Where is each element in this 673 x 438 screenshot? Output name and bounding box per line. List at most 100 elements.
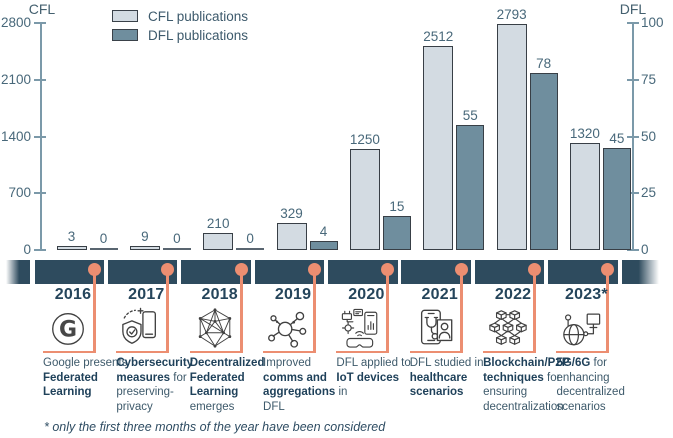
- bar-value-label: 210: [206, 216, 230, 231]
- left-axis-tick: [34, 192, 46, 195]
- bar-dfl-2023*: [602, 148, 631, 250]
- milestone-rule: [336, 351, 390, 353]
- bar-value-label: 1320: [569, 126, 600, 141]
- blockchain-p2p-icon: [477, 305, 539, 350]
- left-axis-tick-label: 2100: [0, 71, 31, 87]
- right-axis-tick: [627, 192, 639, 195]
- left-axis-tick-label: 2800: [0, 15, 31, 30]
- timeline-stem: [239, 270, 243, 353]
- iot-devices-icon: [330, 305, 392, 350]
- bar-dfl-2022: [529, 73, 558, 250]
- milestone-year: 2018: [201, 286, 238, 303]
- bar-value-label: 0: [173, 231, 181, 246]
- svg-text:G: G: [59, 317, 77, 342]
- milestone-column-2023: 2023* 5G/6G for enhancing decentralized s…: [549, 260, 625, 430]
- right-axis-tick-label: 75: [641, 71, 657, 87]
- bar-value-label: 0: [99, 231, 108, 246]
- google-logo-icon: G: [37, 305, 99, 350]
- left-axis-tick: [34, 249, 46, 251]
- bar-cfl-2018: [203, 233, 234, 250]
- milestone-rule: [483, 351, 537, 353]
- timeline-dot: [454, 263, 468, 276]
- timeline-stem: [533, 270, 537, 353]
- bar-value-label: 78: [536, 56, 552, 71]
- bar-value-label: 0: [246, 231, 254, 246]
- right-axis-title: DFL: [619, 1, 647, 17]
- globe-5g-icon: [550, 305, 612, 350]
- milestone-rule: [263, 351, 317, 353]
- bar-value-label: 2793: [496, 7, 527, 22]
- timeline-stem: [459, 270, 463, 353]
- bar-cfl-2023*: [569, 143, 600, 250]
- milestone-year: 2016: [54, 286, 92, 303]
- timeline-dot: [601, 263, 615, 276]
- bar-dfl-2018: [236, 248, 265, 250]
- legend-swatch: [112, 10, 138, 22]
- bar-cfl-2022: [496, 24, 527, 250]
- milestone-column-2021: 2021 DFL studied in healthcare scenarios: [403, 260, 483, 430]
- milestone-year: 2023*: [565, 286, 608, 303]
- milestone-column-2020: 2020 DFL applied to IoT devices: [329, 260, 411, 430]
- milestone-rule: [116, 351, 170, 353]
- milestone-rule: [189, 351, 243, 353]
- milestone-column-2018: 2018 Decentralized Federated Learning eme…: [183, 260, 264, 430]
- bar-dfl-2021: [456, 125, 485, 250]
- milestone-text: Improved comms and aggregations in DFL: [263, 357, 348, 413]
- milestone-rule: [409, 351, 463, 353]
- bar-value-label: 1250: [349, 132, 380, 147]
- timeline-dot: [161, 263, 175, 276]
- chart-legend: CFL publications DFL publications: [112, 9, 248, 47]
- milestone-year: 2019: [274, 286, 312, 303]
- bar-value-label: 329: [280, 206, 303, 221]
- milestone-column-2019: 2019 Improved comms and aggregations in D…: [256, 260, 347, 430]
- bar-value-label: 55: [462, 108, 478, 123]
- bar-dfl-2016: [89, 248, 118, 250]
- bar-cfl-2021: [423, 46, 454, 250]
- milestone-year: 2021: [421, 286, 458, 303]
- legend-item: CFL publications: [112, 8, 249, 24]
- bar-cfl-2016: [56, 246, 87, 250]
- right-axis-tick: [627, 22, 639, 24]
- timeline-milestones: 2016 G Google presents Federated Learning 2…: [36, 260, 625, 430]
- legend-swatch: [112, 29, 138, 41]
- bar-dfl-2019: [309, 241, 338, 250]
- right-axis-tick-label: 0: [641, 242, 649, 257]
- milestone-year: 2017: [128, 286, 165, 303]
- left-axis-tick-label: 0: [23, 242, 31, 257]
- timeline-stem: [313, 270, 317, 353]
- milestone-text: Cybersecurity measures for preserving-pr…: [116, 357, 194, 413]
- bar-cfl-2020: [349, 149, 380, 250]
- bar-value-label: 2512: [423, 29, 454, 44]
- timeline-dot: [381, 263, 395, 276]
- left-axis-tick: [34, 78, 46, 81]
- milestone-column-2022: 2022 Blockchain/P2P techniques for ensuri…: [476, 260, 569, 430]
- right-axis-tick: [627, 78, 639, 81]
- right-axis-tick-label: 100: [641, 15, 664, 30]
- timeline-stem: [93, 270, 96, 353]
- publications-chart: CFL DFL CFL publications DFL publications…: [0, 1, 664, 257]
- right-axis-tick-label: 50: [641, 128, 657, 144]
- milestone-rule: [43, 351, 96, 353]
- healthcare-phone-icon: [404, 305, 466, 350]
- left-axis-tick: [34, 135, 46, 138]
- milestone-column-2017: 2017 Cybersecurity measures for preservin…: [109, 260, 193, 430]
- timeline-dot: [234, 263, 248, 276]
- legend-item: DFL publications: [112, 28, 248, 43]
- timeline-band: [0, 260, 673, 284]
- bar-dfl-2020: [382, 216, 411, 250]
- milestone-text: Blockchain/P2P techniques for ensuring d…: [483, 357, 570, 413]
- bar-value-label: 9: [141, 229, 149, 244]
- timeline-stem: [606, 270, 610, 353]
- band-edge-right: [622, 260, 659, 284]
- milestone-text: Decentralized Federated Learning emerges: [189, 357, 265, 413]
- bar-value-label: 4: [319, 224, 328, 239]
- right-axis-tick-label: 25: [641, 185, 657, 201]
- bar-value-label: 45: [609, 131, 625, 146]
- milestone-text: DFL studied in healthcare scenarios: [409, 357, 484, 398]
- left-axis-tick-label: 700: [8, 185, 31, 201]
- timeline-dot: [308, 263, 322, 276]
- footnote: * only the first three months of the yea…: [44, 420, 386, 434]
- legend-label: CFL publications: [148, 8, 249, 24]
- decentralized-network-icon: [184, 305, 246, 350]
